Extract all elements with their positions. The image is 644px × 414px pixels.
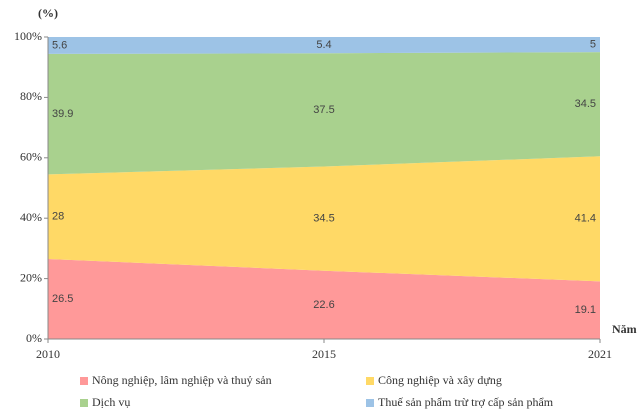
legend-swatch bbox=[366, 399, 374, 407]
legend-label: Nông nghiệp, lâm nghiệp và thuỷ sản bbox=[92, 373, 272, 387]
legend-swatch bbox=[80, 399, 88, 407]
y-tick-label: 20% bbox=[20, 270, 42, 284]
legend-label: Dịch vụ bbox=[92, 395, 130, 409]
y-tick-label: 100% bbox=[14, 29, 42, 43]
y-tick-label: 60% bbox=[20, 150, 42, 164]
y-tick-label: 0% bbox=[26, 331, 42, 345]
x-axis-label: Năm bbox=[612, 322, 637, 336]
area bbox=[48, 52, 600, 175]
data-label: 5.6 bbox=[52, 39, 67, 51]
data-label: 37.5 bbox=[313, 104, 334, 116]
x-tick-label: 2010 bbox=[36, 347, 60, 361]
data-label: 34.5 bbox=[575, 98, 596, 110]
legend-label: Thuế sản phẩm trừ trợ cấp sản phẩm bbox=[378, 395, 554, 409]
data-label: 5.4 bbox=[316, 39, 331, 51]
y-axis-label: (%) bbox=[38, 6, 58, 20]
legend-swatch bbox=[366, 377, 374, 385]
area bbox=[48, 258, 600, 339]
data-label: 41.4 bbox=[575, 213, 596, 225]
data-label: 26.5 bbox=[52, 293, 73, 305]
data-label: 34.5 bbox=[313, 213, 334, 225]
data-label: 19.1 bbox=[575, 304, 596, 316]
x-tick-label: 2015 bbox=[312, 347, 336, 361]
area bbox=[48, 156, 600, 282]
area bbox=[48, 37, 600, 54]
data-label: 5 bbox=[590, 38, 596, 50]
data-label: 28 bbox=[52, 211, 64, 223]
data-label: 22.6 bbox=[313, 299, 334, 311]
legend-swatch bbox=[80, 377, 88, 385]
y-tick-label: 40% bbox=[20, 210, 42, 224]
y-tick-label: 80% bbox=[20, 89, 42, 103]
data-label: 39.9 bbox=[52, 108, 73, 120]
x-tick-label: 2021 bbox=[588, 347, 612, 361]
legend-label: Công nghiệp và xây dựng bbox=[378, 373, 502, 387]
